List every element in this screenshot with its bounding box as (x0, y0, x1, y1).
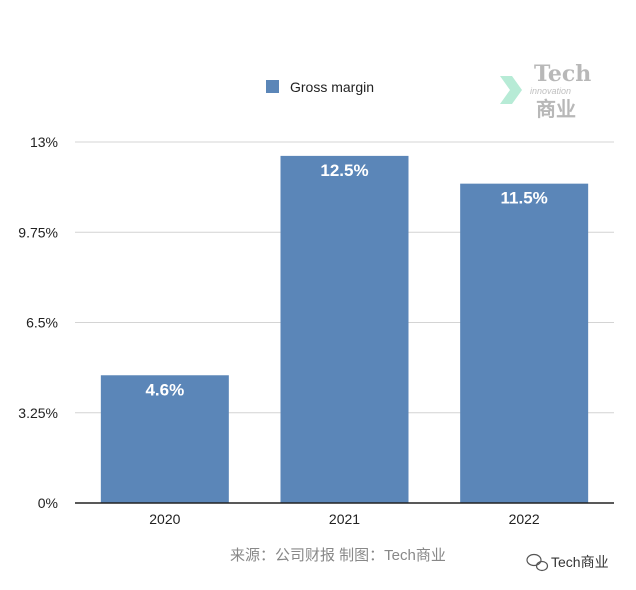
data-label: 4.6% (145, 380, 184, 399)
data-labels: 4.6% 12.5% 11.5% (145, 161, 547, 399)
bar-2022 (460, 183, 589, 503)
logo-sub-text: innovation (530, 86, 571, 96)
data-label: 12.5% (320, 161, 368, 180)
legend-swatch (266, 80, 279, 93)
x-tick-label: 2022 (509, 511, 540, 527)
y-tick-label: 6.5% (26, 315, 58, 331)
y-tick-label: 0% (38, 495, 58, 511)
x-axis-labels: 2020 2021 2022 (149, 511, 540, 527)
bars (100, 155, 589, 503)
y-axis-labels: 0% 3.25% 6.5% 9.75% 13% (18, 134, 58, 511)
logo-cn-text: 商业 (536, 97, 576, 121)
watermark-text: Tech商业 (551, 554, 609, 570)
bar-2021 (280, 155, 409, 503)
logo-tech-text: Tech (534, 61, 591, 87)
wechat-watermark: Tech商业 (526, 553, 609, 572)
legend-label: Gross margin (290, 79, 374, 95)
y-tick-label: 9.75% (18, 224, 58, 240)
source-note: 来源：公司财报 制图：Tech商业 (230, 547, 446, 564)
bar-2020 (100, 375, 229, 503)
y-tick-label: 13% (30, 134, 58, 150)
legend: Gross margin (266, 79, 374, 95)
tech-innovation-logo: Tech innovation 商业 (500, 61, 591, 121)
x-tick-label: 2021 (329, 511, 360, 527)
wechat-icon (526, 553, 549, 572)
x-tick-label: 2020 (149, 511, 180, 527)
y-tick-label: 3.25% (18, 405, 58, 421)
data-label: 11.5% (501, 189, 548, 208)
logo-chevron-icon (500, 76, 522, 104)
